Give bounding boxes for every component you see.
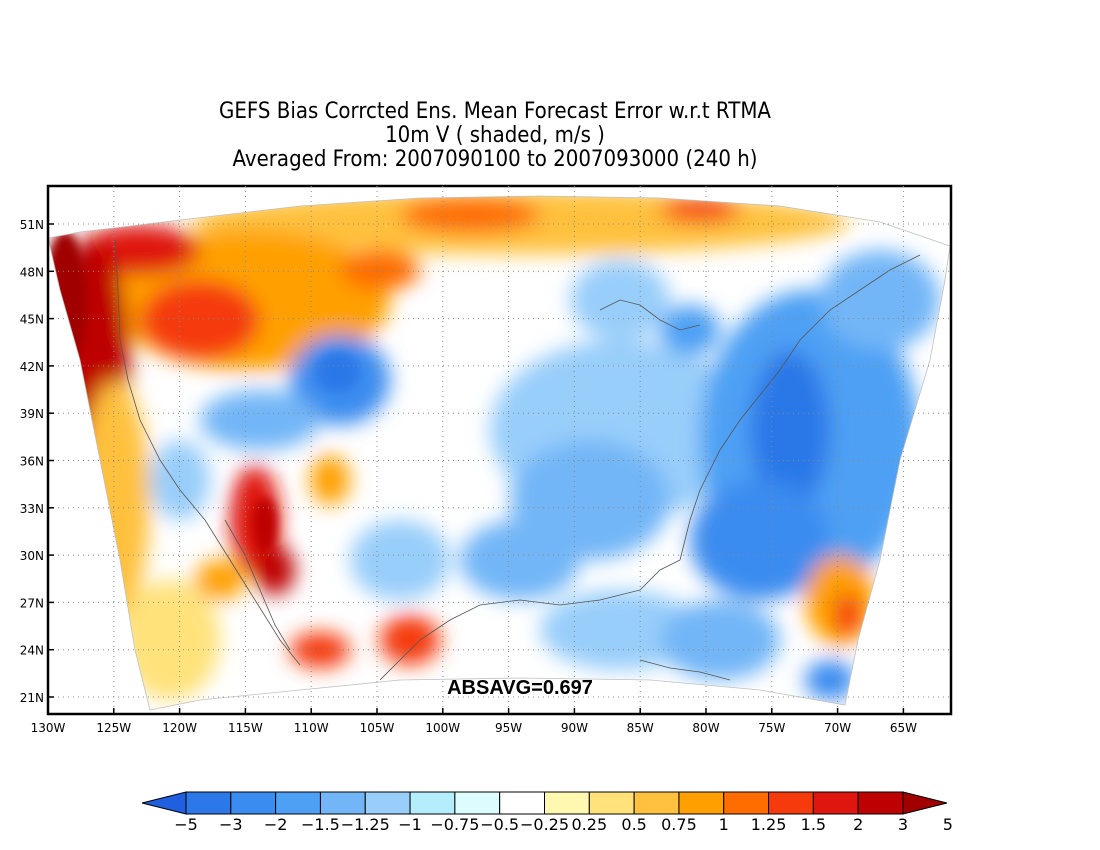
colorbar-box xyxy=(230,791,277,815)
colorbar-box xyxy=(185,791,232,815)
colorbar-label: −1.5 xyxy=(301,815,340,834)
lon-tick-label: 100W xyxy=(425,721,460,735)
lon-tick-label: 65W xyxy=(890,721,917,735)
map-frame xyxy=(46,184,953,716)
title-line-3: Averaged From: 2007090100 to 2007093000 … xyxy=(232,147,758,172)
colorbar-box xyxy=(454,791,501,815)
coastlines xyxy=(114,239,921,681)
longitude-labels: 130W 125W 120W 115W 110W 105W 100W 95W 90W 85W 80W… xyxy=(31,708,917,735)
lat-tick-label: 48N xyxy=(20,265,44,279)
lat-tick-label: 27N xyxy=(20,596,44,610)
lon-tick-label: 115W xyxy=(228,721,263,735)
colorbar-label: 1.25 xyxy=(751,815,787,834)
lat-tick-label: 30N xyxy=(20,549,44,563)
colorbar-arrow-high xyxy=(902,791,948,815)
colorbar-box xyxy=(319,791,366,815)
colorbar-box xyxy=(499,791,545,815)
colorbar-label: −0.25 xyxy=(520,815,569,834)
lon-tick-label: 75W xyxy=(758,721,785,735)
shaded-field xyxy=(48,196,950,710)
lon-tick-label: 95W xyxy=(495,721,522,735)
colorbar-box xyxy=(857,791,904,815)
colorbar-box xyxy=(812,791,859,815)
title-line-2: 10m V ( shaded, m/s ) xyxy=(385,123,605,148)
colorbar-box xyxy=(723,791,770,815)
lon-tick-label: 110W xyxy=(294,721,329,735)
lat-tick-label: 39N xyxy=(20,407,44,421)
colorbar-box xyxy=(275,791,321,815)
domain-outline xyxy=(47,195,951,711)
title-line-1: GEFS Bias Corrcted Ens. Mean Forecast Er… xyxy=(219,99,771,124)
colorbar-label: 3 xyxy=(898,815,908,834)
colorbar-arrow-low xyxy=(141,791,187,815)
colorbar-box xyxy=(544,791,590,815)
colorbar-label: 1.5 xyxy=(801,815,826,834)
lat-tick-label: 36N xyxy=(20,455,44,469)
colorbar-box xyxy=(633,791,680,815)
lat-tick-label: 33N xyxy=(20,502,44,516)
colorbar-label: −3 xyxy=(219,815,243,834)
colorbar-label: 0.75 xyxy=(661,815,697,834)
colorbar-label: 0.25 xyxy=(572,815,608,834)
absavg-annotation: ABSAVG=0.697 xyxy=(447,677,593,699)
colorbar-label: −1 xyxy=(398,815,422,834)
latitude-labels: 51N 48N 45N 42N 39N 36N 33N 30N 27N 24N 21N xyxy=(20,218,54,705)
colorbar-label: −1.25 xyxy=(341,815,390,834)
colorbar-box xyxy=(409,791,456,815)
colorbar-labels: −5 −3 −2 −1.5 −1.25 −1 −0.75 −0.5 −0.25 0.25 0.5 0.… xyxy=(174,815,953,834)
lon-tick-label: 105W xyxy=(360,721,395,735)
lon-tick-label: 125W xyxy=(96,721,131,735)
colorbar-box xyxy=(678,791,725,815)
lon-tick-label: 90W xyxy=(561,721,588,735)
colorbar-label: −0.75 xyxy=(430,815,479,834)
lon-tick-label: 80W xyxy=(692,721,719,735)
lon-tick-label: 85W xyxy=(627,721,654,735)
colorbar-label: 2 xyxy=(853,815,863,834)
colorbar-label: −5 xyxy=(174,815,198,834)
lat-tick-label: 42N xyxy=(20,360,44,374)
lon-tick-label: 120W xyxy=(162,721,197,735)
colorbar-label: −0.5 xyxy=(480,815,519,834)
colorbar-label: 0.5 xyxy=(621,815,646,834)
colorbar-label: 5 xyxy=(943,815,953,834)
gridlines xyxy=(48,186,951,714)
map-title: GEFS Bias Corrcted Ens. Mean Forecast Er… xyxy=(0,100,990,172)
lon-tick-label: 130W xyxy=(31,721,66,735)
lat-tick-label: 24N xyxy=(20,644,44,658)
lat-tick-label: 21N xyxy=(20,691,44,705)
lon-tick-label: 70W xyxy=(824,721,851,735)
lat-tick-label: 51N xyxy=(20,218,44,232)
lat-tick-label: 45N xyxy=(20,313,44,327)
colorbar-label: −2 xyxy=(264,815,288,834)
colorbar-box xyxy=(768,791,814,815)
colorbar-box xyxy=(588,791,635,815)
colorbar-label: 1 xyxy=(719,815,729,834)
colorbar-box xyxy=(364,791,411,815)
colorbar xyxy=(141,791,948,815)
